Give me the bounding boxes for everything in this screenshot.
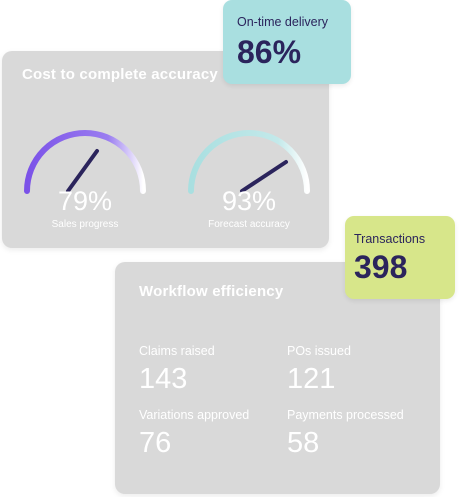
forecast-accuracy-label: Forecast accuracy (208, 219, 290, 230)
forecast-gauge-arc (188, 130, 310, 194)
forecast-accuracy-value: 93% (221, 186, 277, 216)
sales-gauge-arc (24, 130, 146, 194)
cost-card-title: Cost to complete accuracy (22, 66, 218, 83)
variations-approved-label: Variations approved (139, 408, 250, 422)
claims-raised-label: Claims raised (139, 344, 215, 358)
on-time-delivery-label: On-time delivery (237, 15, 328, 29)
transactions-value: 398 (354, 249, 408, 285)
forecast-gauge-needle (240, 160, 288, 193)
pos-issued-value: 121 (287, 363, 336, 395)
workflow-efficiency-card: Workflow efficiency Claims raised 143 PO… (115, 262, 440, 494)
sales-progress-label: Sales progress (51, 219, 119, 230)
pos-issued-label: POs issued (287, 344, 351, 358)
forecast-accuracy-gauge (188, 130, 310, 194)
on-time-delivery-value: 86% (237, 34, 302, 70)
sales-progress-value: 79% (57, 186, 113, 216)
claims-raised-value: 143 (139, 363, 188, 395)
variations-approved-value: 76 (139, 427, 172, 459)
sales-progress-gauge (24, 130, 146, 194)
transactions-label: Transactions (354, 232, 426, 246)
payments-processed-value: 58 (287, 427, 320, 459)
payments-processed-label: Payments processed (287, 408, 404, 422)
on-time-delivery-card: On-time delivery 86% (223, 0, 351, 84)
workflow-card-title: Workflow efficiency (139, 283, 284, 300)
transactions-card: Transactions 398 (345, 216, 455, 299)
sales-gauge-needle (66, 149, 99, 193)
